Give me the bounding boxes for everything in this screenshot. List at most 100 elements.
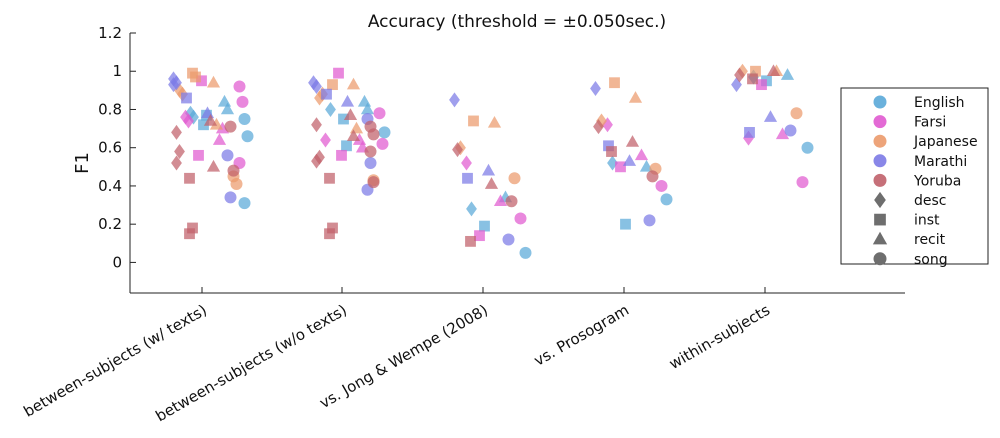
data-point (233, 80, 246, 93)
data-point (220, 102, 235, 115)
data-point (461, 155, 472, 171)
data-point (343, 108, 358, 121)
data-point (311, 117, 322, 133)
data-point (198, 119, 209, 131)
data-point (615, 161, 626, 173)
data-point (784, 124, 797, 137)
data-point (519, 246, 532, 259)
data-point (193, 149, 204, 161)
data-point (750, 65, 761, 77)
data-point (206, 75, 221, 88)
data-point (238, 197, 251, 210)
data-point (349, 121, 364, 134)
data-point (311, 153, 322, 169)
legend-marker (873, 173, 887, 187)
legend-label: Farsi (914, 115, 946, 131)
data-point (341, 140, 352, 152)
legend-label: Yoruba (913, 173, 961, 189)
data-point (333, 67, 344, 79)
y-tick-label: 1.2 (98, 24, 122, 42)
data-point (183, 113, 194, 129)
data-point (357, 94, 372, 107)
data-point (314, 149, 325, 165)
data-point (376, 137, 389, 150)
data-point (187, 222, 198, 234)
data-point (215, 121, 230, 134)
data-point (241, 130, 254, 143)
data-point (502, 233, 515, 246)
legend-marker (873, 115, 887, 129)
legend: English Farsi Japanese Marathi Yoruba desc ins… (840, 87, 989, 268)
data-point (493, 194, 508, 207)
legend-label: Japanese (913, 134, 978, 150)
data-point (364, 145, 377, 158)
data-point (378, 126, 391, 139)
data-point (171, 155, 182, 171)
data-point (747, 73, 758, 85)
data-point (338, 113, 349, 125)
data-point (336, 149, 347, 161)
data-point (324, 228, 335, 240)
data-point (790, 107, 803, 120)
chart-title: Accuracy (threshold = ±0.050sec.) (368, 12, 666, 32)
y-tick-label: 1 (112, 62, 122, 80)
data-point (346, 129, 361, 142)
data-point (327, 222, 338, 234)
y-tick-label: 0.6 (98, 139, 122, 157)
data-point (236, 95, 249, 108)
data-point (474, 230, 485, 242)
data-point (466, 201, 477, 217)
legend-label: Marathi (914, 154, 967, 170)
data-point (327, 79, 338, 91)
data-point (603, 140, 614, 152)
y-tick-label: 0.4 (98, 177, 122, 195)
legend-label: recit (914, 232, 946, 248)
axes (129, 33, 905, 294)
x-tick-label: within-subjects (666, 301, 773, 373)
data-point (221, 149, 234, 162)
data-point (311, 79, 322, 95)
data-point (796, 176, 809, 189)
y-axis-label: F1 (72, 152, 93, 174)
data-point (465, 235, 476, 247)
data-point (775, 127, 790, 140)
data-point (505, 195, 518, 208)
data-point (308, 75, 319, 91)
data-point (452, 142, 463, 158)
data-point (190, 71, 201, 83)
y-tick-label: 0.8 (98, 100, 122, 118)
data-point (314, 90, 325, 106)
data-point (203, 114, 218, 126)
data-point (184, 228, 195, 240)
legend-box (840, 87, 989, 265)
y-tick-label: 0 (112, 253, 122, 271)
data-point (660, 193, 673, 206)
data-point (217, 94, 232, 107)
data-point (646, 170, 659, 183)
data-point (174, 144, 185, 160)
data-point (643, 214, 656, 227)
data-point (620, 218, 631, 230)
data-point (763, 110, 778, 122)
data-point (367, 176, 380, 189)
data-point (224, 120, 237, 133)
y-tick-label: 0.2 (98, 215, 122, 233)
data-point (238, 113, 251, 126)
data-point (181, 92, 192, 104)
legend-label: song (914, 252, 948, 268)
data-point (171, 75, 182, 91)
data-point (206, 159, 221, 172)
data-point (212, 133, 227, 145)
data-points (168, 63, 814, 259)
data-point (184, 172, 195, 184)
data-point (487, 115, 502, 128)
data-point (462, 172, 473, 184)
data-point (756, 79, 767, 91)
legend-marker (873, 95, 887, 109)
data-point (634, 148, 649, 161)
data-point (625, 135, 640, 147)
data-point (224, 191, 237, 204)
data-point (325, 101, 336, 117)
